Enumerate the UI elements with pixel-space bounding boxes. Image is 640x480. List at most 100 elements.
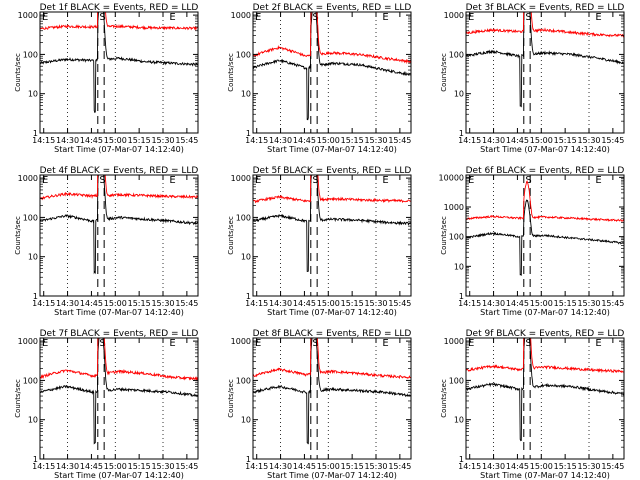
y-axis-label: Counts/sec: [227, 216, 235, 255]
x-tick-label: 15:45: [388, 299, 411, 308]
y-tick-label: 1: [246, 292, 251, 301]
x-tick-label: 14:15: [458, 462, 481, 471]
x-tick-label: 15:15: [128, 462, 151, 471]
x-tick-label: 15:45: [175, 299, 198, 308]
panel-title: Det 4f BLACK = Events, RED = LLD: [40, 166, 199, 176]
y-tick-label: 100: [449, 50, 464, 59]
marker-label: E: [468, 12, 474, 23]
x-tick-label: 15:45: [601, 299, 624, 308]
y-axis-label: Counts/sec: [14, 379, 22, 418]
x-tick-label: 15:30: [577, 462, 600, 471]
lld-series-line: [253, 175, 411, 204]
x-tick-label: 14:15: [458, 136, 481, 145]
events-series-line: [466, 199, 624, 276]
y-tick-label: 1000: [231, 337, 251, 346]
events-series-line: [253, 338, 411, 445]
y-tick-label: 1: [33, 292, 38, 301]
x-tick-label: 14:15: [32, 462, 55, 471]
lld-series-line: [466, 12, 624, 38]
y-tick-label: 1: [459, 455, 464, 464]
events-series-line: [253, 12, 411, 121]
x-tick-label: 14:30: [482, 136, 505, 145]
y-tick-label: 10: [454, 416, 464, 425]
x-tick-label: 15:45: [175, 462, 198, 471]
y-tick-label: 100: [23, 50, 38, 59]
x-tick-label: 14:15: [245, 299, 268, 308]
x-tick-label: 15:30: [364, 299, 387, 308]
marker-label: E: [382, 175, 388, 186]
x-tick-label: 14:45: [506, 462, 529, 471]
panel-title: Det 9f BLACK = Events, RED = LLD: [466, 329, 625, 339]
x-tick-label: 14:45: [506, 136, 529, 145]
y-tick-label: 10: [241, 416, 251, 425]
x-tick-label: 15:30: [364, 462, 387, 471]
x-tick-label: 14:30: [482, 462, 505, 471]
panel-title: Det 8f BLACK = Events, RED = LLD: [253, 329, 412, 339]
y-tick-label: 10: [28, 416, 38, 425]
panel-title: Det 5f BLACK = Events, RED = LLD: [253, 166, 412, 176]
plot-frame: [465, 174, 625, 297]
x-tick-label: 15:00: [530, 299, 553, 308]
x-tick-label: 14:45: [293, 462, 316, 471]
y-tick-label: 1: [33, 455, 38, 464]
plot-frame: [465, 11, 625, 134]
y-tick-label: 100: [23, 213, 38, 222]
x-tick-label: 15:15: [128, 136, 151, 145]
x-tick-label: 15:30: [364, 136, 387, 145]
marker-label: S: [312, 12, 318, 23]
x-tick-label: 14:45: [80, 299, 103, 308]
y-tick-label: 1000: [18, 11, 38, 20]
y-tick-label: 1000: [231, 174, 251, 183]
x-tick-label: 15:00: [317, 136, 340, 145]
x-tick-label: 14:45: [293, 136, 316, 145]
x-tick-label: 15:00: [530, 462, 553, 471]
x-tick-label: 15:30: [577, 136, 600, 145]
y-tick-label: 100: [449, 376, 464, 385]
events-series-line: [40, 175, 198, 275]
marker-label: E: [255, 338, 261, 349]
x-axis-label: Start Time (07-Mar-07 14:12:40): [480, 471, 610, 480]
x-axis-label: Start Time (07-Mar-07 14:12:40): [267, 308, 397, 317]
x-tick-label: 14:30: [56, 136, 79, 145]
marker-label: E: [169, 338, 175, 349]
x-tick-label: 15:45: [601, 462, 624, 471]
x-axis-label: Start Time (07-Mar-07 14:12:40): [267, 471, 397, 480]
x-tick-label: 15:45: [388, 136, 411, 145]
panel-title: Det 1f BLACK = Events, RED = LLD: [40, 3, 199, 13]
y-axis-label: Counts/sec: [227, 379, 235, 418]
x-tick-label: 14:15: [32, 136, 55, 145]
marker-label: S: [525, 12, 531, 23]
plot-frame: [39, 337, 199, 460]
plot-frame: [252, 11, 412, 134]
marker-label: E: [42, 175, 48, 186]
y-tick-label: 10: [454, 262, 464, 271]
x-tick-label: 15:00: [530, 136, 553, 145]
x-tick-label: 15:45: [388, 462, 411, 471]
x-tick-label: 15:00: [104, 462, 127, 471]
x-tick-label: 15:00: [104, 136, 127, 145]
marker-label: S: [312, 338, 318, 349]
marker-label: E: [42, 12, 48, 23]
plot-frame: [252, 337, 412, 460]
y-tick-label: 10: [241, 90, 251, 99]
y-tick-label: 10: [454, 90, 464, 99]
x-tick-label: 14:15: [245, 462, 268, 471]
plot-frame: [252, 174, 412, 297]
y-axis-label: Counts/sec: [14, 216, 22, 255]
events-series-line: [466, 338, 624, 442]
x-tick-label: 15:15: [554, 299, 577, 308]
x-tick-label: 14:45: [80, 136, 103, 145]
panel-title: Det 3f BLACK = Events, RED = LLD: [466, 3, 625, 13]
lld-series-line: [40, 175, 198, 201]
x-tick-label: 14:45: [80, 462, 103, 471]
y-tick-label: 1: [33, 129, 38, 138]
x-axis-label: Start Time (07-Mar-07 14:12:40): [480, 308, 610, 317]
plot-frame: [39, 11, 199, 134]
x-axis-label: Start Time (07-Mar-07 14:12:40): [480, 145, 610, 154]
panel-title: Det 2f BLACK = Events, RED = LLD: [253, 3, 412, 13]
